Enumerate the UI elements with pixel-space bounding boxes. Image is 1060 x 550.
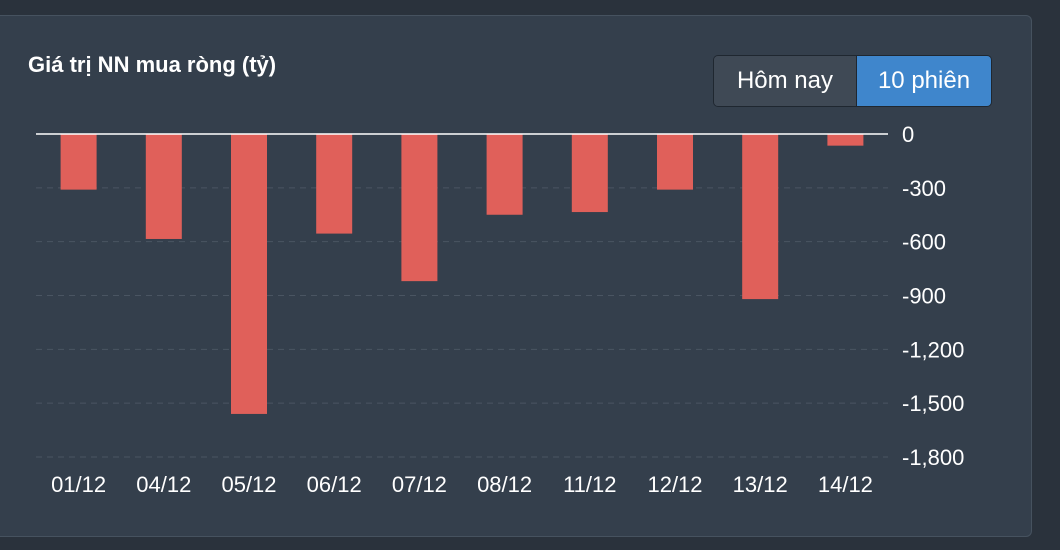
- y-tick-label: 0: [902, 122, 914, 147]
- x-tick-label: 12/12: [647, 472, 702, 497]
- today-button[interactable]: Hôm nay: [714, 56, 857, 106]
- chart-title: Giá trị NN mua ròng (tỷ): [28, 52, 277, 77]
- x-tick-label: 14/12: [818, 472, 873, 497]
- y-tick-label: -1,800: [902, 445, 964, 470]
- ten-sessions-button[interactable]: 10 phiên: [857, 56, 991, 106]
- bar: [231, 134, 267, 414]
- bar: [316, 134, 353, 234]
- x-tick-label: 13/12: [733, 472, 788, 497]
- bar: [486, 134, 523, 215]
- bar: [145, 134, 182, 239]
- bar: [60, 134, 97, 190]
- bar: [742, 134, 779, 300]
- y-tick-label: -300: [902, 176, 946, 201]
- x-tick-label: 07/12: [392, 472, 447, 497]
- bar: [657, 134, 693, 190]
- y-tick-label: -1,200: [902, 337, 964, 362]
- x-tick-label: 05/12: [221, 472, 276, 497]
- bar: [401, 134, 438, 282]
- x-tick-label: 01/12: [51, 472, 106, 497]
- period-toggle: Hôm nay 10 phiên: [713, 55, 992, 107]
- x-tick-label: 04/12: [136, 472, 191, 497]
- y-tick-label: -900: [902, 284, 946, 309]
- x-tick-label: 11/12: [563, 472, 616, 497]
- y-tick-label: -600: [902, 230, 946, 255]
- bar: [827, 134, 864, 146]
- x-tick-label: 06/12: [307, 472, 362, 497]
- y-tick-label: -1,500: [902, 391, 964, 416]
- x-tick-label: 08/12: [477, 472, 532, 497]
- bar: [571, 134, 608, 213]
